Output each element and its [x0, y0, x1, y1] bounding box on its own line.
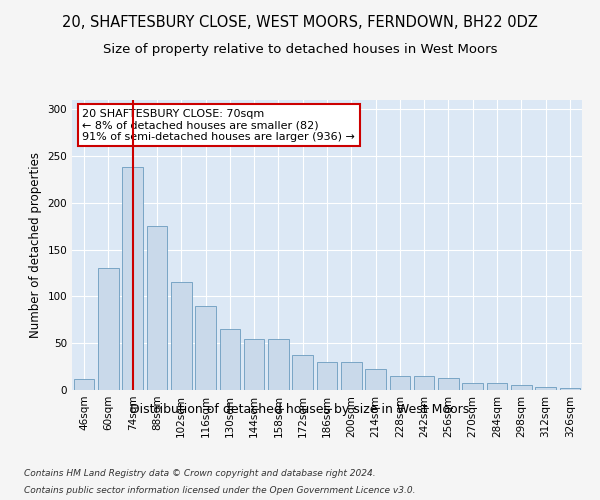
Bar	[220, 329, 240, 390]
Bar	[511, 386, 532, 390]
Bar	[122, 168, 143, 390]
Bar	[244, 338, 265, 390]
Text: Distribution of detached houses by size in West Moors: Distribution of detached houses by size …	[130, 402, 470, 415]
Bar	[317, 362, 337, 390]
Bar	[195, 306, 216, 390]
Bar	[268, 338, 289, 390]
Bar	[560, 388, 580, 390]
Bar	[292, 356, 313, 390]
Text: 20, SHAFTESBURY CLOSE, WEST MOORS, FERNDOWN, BH22 0DZ: 20, SHAFTESBURY CLOSE, WEST MOORS, FERND…	[62, 15, 538, 30]
Y-axis label: Number of detached properties: Number of detached properties	[29, 152, 42, 338]
Text: Size of property relative to detached houses in West Moors: Size of property relative to detached ho…	[103, 42, 497, 56]
Bar	[74, 379, 94, 390]
Bar	[365, 370, 386, 390]
Bar	[438, 378, 459, 390]
Bar	[341, 362, 362, 390]
Bar	[389, 376, 410, 390]
Bar	[98, 268, 119, 390]
Bar	[414, 376, 434, 390]
Text: Contains public sector information licensed under the Open Government Licence v3: Contains public sector information licen…	[24, 486, 415, 495]
Bar	[146, 226, 167, 390]
Text: 20 SHAFTESBURY CLOSE: 70sqm
← 8% of detached houses are smaller (82)
91% of semi: 20 SHAFTESBURY CLOSE: 70sqm ← 8% of deta…	[82, 108, 355, 142]
Bar	[487, 382, 508, 390]
Bar	[171, 282, 191, 390]
Text: Contains HM Land Registry data © Crown copyright and database right 2024.: Contains HM Land Registry data © Crown c…	[24, 468, 376, 477]
Bar	[535, 387, 556, 390]
Bar	[463, 382, 483, 390]
